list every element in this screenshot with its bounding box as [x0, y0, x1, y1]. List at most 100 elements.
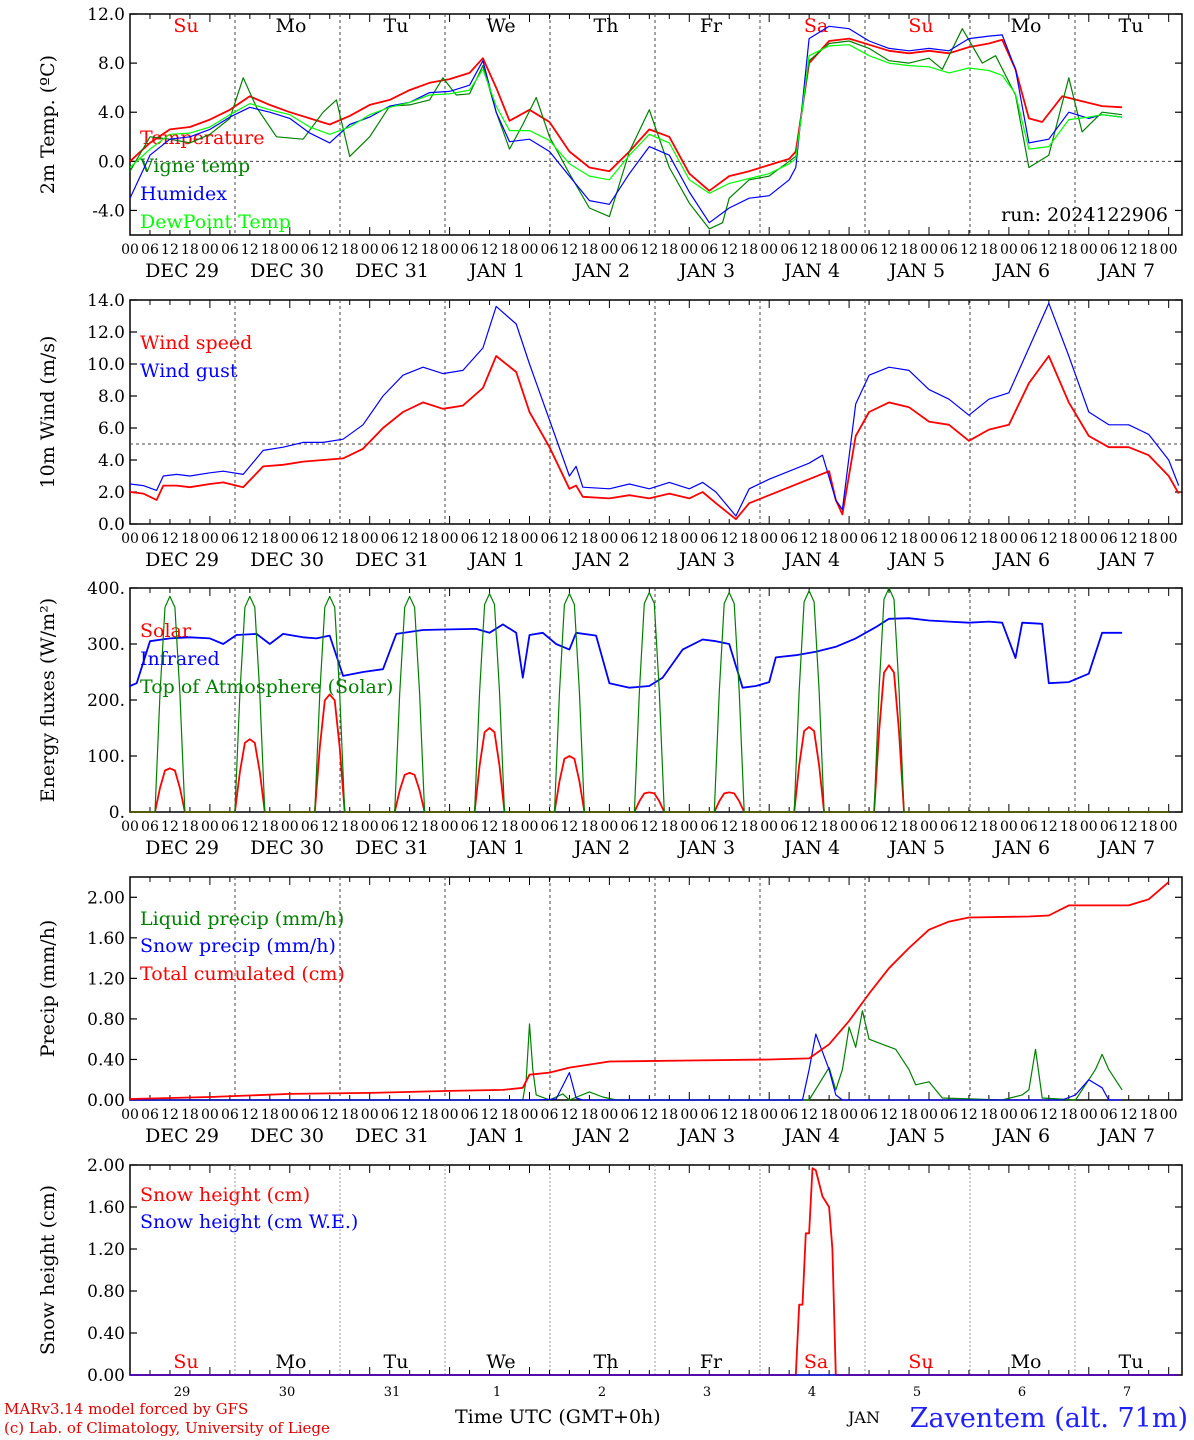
hour-tick-label: 06 [780, 819, 798, 835]
y-tick-label: -4.0 [92, 201, 125, 221]
hour-tick-label: 06 [301, 819, 319, 835]
date-label: JAN 5 [887, 260, 945, 282]
hour-tick-label: 18 [1140, 1107, 1158, 1123]
hour-tick-label: 18 [900, 819, 918, 835]
hour-tick-label: 00 [920, 531, 938, 547]
hour-tick-label: 18 [581, 531, 599, 547]
hour-tick-label: 00 [1160, 242, 1178, 258]
hour-tick-label: 06 [221, 242, 239, 258]
hour-tick-label: 00 [361, 819, 379, 835]
hour-tick-label: 06 [860, 1107, 878, 1123]
hour-tick-label: 00 [920, 242, 938, 258]
hour-tick-label: 00 [840, 1107, 858, 1123]
weekday-label: Mo [1011, 1351, 1042, 1373]
hour-tick-label: 00 [201, 819, 219, 835]
y-tick-label: 0.0 [98, 152, 125, 172]
weekday-label: We [486, 15, 515, 37]
legend-entry: Humidex [140, 183, 227, 205]
legend-entry: Wind speed [140, 332, 252, 354]
hour-tick-label: 06 [141, 242, 159, 258]
hour-tick-label: 06 [940, 531, 958, 547]
y-tick-label: 0.80 [87, 1010, 125, 1030]
date-label: JAN 3 [677, 260, 735, 282]
hour-tick-label: 18 [1140, 531, 1158, 547]
hour-tick-label: 12 [1040, 242, 1058, 258]
hour-tick-label: 18 [341, 242, 359, 258]
hour-tick-label: 06 [541, 1107, 559, 1123]
series-line [129, 302, 1180, 517]
hour-tick-label: 00 [1000, 819, 1018, 835]
y-tick-label: 12.0 [87, 5, 125, 25]
y-tick-label: 0.40 [87, 1050, 125, 1070]
hour-tick-label: 12 [720, 819, 738, 835]
hour-tick-label: 18 [740, 531, 758, 547]
hour-tick-label: 00 [201, 1107, 219, 1123]
hour-tick-label: 18 [181, 819, 199, 835]
date-label: DEC 30 [250, 549, 324, 571]
plot-frame [129, 587, 1183, 813]
hour-tick-label: 18 [421, 819, 439, 835]
date-label: JAN 2 [572, 260, 630, 282]
hour-tick-label: 00 [281, 819, 299, 835]
day-number-label: 5 [913, 1385, 921, 1400]
weekday-label: Sa [804, 1351, 828, 1373]
hour-tick-label: 12 [161, 1107, 179, 1123]
hour-tick-label: 18 [980, 819, 998, 835]
hour-tick-label: 18 [501, 531, 519, 547]
hour-tick-label: 12 [241, 1107, 259, 1123]
hour-tick-label: 06 [780, 242, 798, 258]
hour-tick-label: 12 [321, 242, 339, 258]
hour-tick-label: 00 [1080, 1107, 1098, 1123]
date-label: JAN 7 [1097, 549, 1155, 571]
hour-tick-label: 06 [221, 1107, 239, 1123]
legend-entry: Snow precip (mm/h) [140, 935, 336, 957]
date-label: JAN 6 [992, 1125, 1050, 1147]
hour-tick-label: 12 [161, 819, 179, 835]
y-axis-label: Precip (mm/h) [37, 920, 59, 1058]
jan-label: JAN [848, 1408, 880, 1427]
series-line [130, 587, 1169, 813]
hour-tick-label: 00 [521, 1107, 539, 1123]
hour-tick-label: 06 [1020, 242, 1038, 258]
date-label: JAN 1 [467, 549, 525, 571]
series-line [129, 881, 1170, 1100]
hour-tick-label: 06 [221, 531, 239, 547]
hour-tick-label: 06 [940, 242, 958, 258]
hour-tick-label: 12 [960, 819, 978, 835]
date-label: JAN 3 [677, 549, 735, 571]
hour-tick-label: 18 [1060, 242, 1078, 258]
date-label: JAN 5 [887, 549, 945, 571]
legend-entry: Snow height (cm W.E.) [140, 1211, 358, 1233]
hour-tick-label: 00 [680, 531, 698, 547]
y-tick-label: 0.00 [87, 1366, 125, 1386]
date-label: JAN 7 [1097, 837, 1155, 859]
hour-tick-label: 06 [1100, 1107, 1118, 1123]
hour-tick-label: 06 [461, 1107, 479, 1123]
hour-tick-label: 06 [620, 531, 638, 547]
hour-tick-label: 00 [361, 531, 379, 547]
legend-entry: Liquid precip (mm/h) [140, 908, 344, 930]
hour-tick-label: 12 [960, 242, 978, 258]
hour-tick-label: 00 [281, 1107, 299, 1123]
legend-entry: Wind gust [140, 360, 238, 382]
weekday-label: Fr [700, 1351, 723, 1373]
hour-tick-label: 18 [660, 531, 678, 547]
hour-tick-label: 06 [620, 819, 638, 835]
hour-tick-label: 06 [381, 1107, 399, 1123]
hour-tick-label: 06 [301, 531, 319, 547]
hour-tick-label: 18 [740, 242, 758, 258]
hour-tick-label: 00 [281, 531, 299, 547]
hour-tick-label: 00 [760, 819, 778, 835]
hour-tick-label: 18 [181, 242, 199, 258]
hour-tick-label: 18 [740, 1107, 758, 1123]
day-number-label: 2 [598, 1385, 606, 1400]
hour-tick-label: 00 [1160, 531, 1178, 547]
hour-tick-label: 12 [800, 819, 818, 835]
hour-tick-label: 12 [640, 1107, 658, 1123]
date-label: JAN 4 [782, 260, 840, 282]
date-label: JAN 3 [677, 837, 735, 859]
date-label: DEC 29 [145, 1125, 219, 1147]
hour-tick-label: 18 [581, 242, 599, 258]
hour-tick-label: 18 [820, 819, 838, 835]
legend-entry: Total cumulated (cm) [140, 963, 345, 985]
